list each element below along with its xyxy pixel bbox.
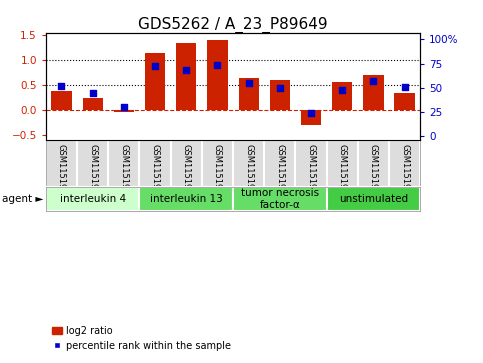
Text: GSM1151940: GSM1151940 — [369, 144, 378, 199]
Text: GSM1151943: GSM1151943 — [151, 144, 159, 199]
Legend: log2 ratio, percentile rank within the sample: log2 ratio, percentile rank within the s… — [48, 322, 235, 355]
Bar — [46, 140, 77, 187]
Bar — [140, 140, 170, 187]
Bar — [233, 140, 264, 187]
Bar — [114, 110, 134, 112]
Bar — [239, 78, 259, 110]
Bar — [327, 140, 358, 187]
Text: interleukin 4: interleukin 4 — [59, 194, 126, 204]
Bar — [358, 140, 389, 187]
Text: GSM1151946: GSM1151946 — [275, 144, 284, 199]
Point — [401, 84, 409, 90]
Bar — [389, 140, 420, 187]
Point — [89, 90, 97, 95]
Bar — [207, 40, 227, 110]
Bar — [108, 140, 140, 187]
Text: interleukin 13: interleukin 13 — [150, 194, 223, 204]
Text: GSM1151950: GSM1151950 — [307, 144, 315, 199]
Bar — [301, 110, 321, 125]
Text: GSM1151944: GSM1151944 — [182, 144, 191, 199]
Bar — [145, 53, 165, 110]
Text: GSM1151941: GSM1151941 — [57, 144, 66, 199]
Bar — [296, 140, 327, 187]
Point — [120, 104, 128, 110]
Text: GSM1151939: GSM1151939 — [338, 144, 347, 199]
Text: GSM1151945: GSM1151945 — [244, 144, 253, 199]
Point — [369, 78, 377, 84]
Text: GSM1151942: GSM1151942 — [88, 144, 97, 199]
Bar — [176, 42, 197, 110]
Text: GSM1151947: GSM1151947 — [400, 144, 409, 199]
Bar — [332, 82, 353, 110]
Point — [245, 80, 253, 86]
Title: GDS5262 / A_23_P89649: GDS5262 / A_23_P89649 — [138, 16, 328, 33]
Text: tumor necrosis
factor-α: tumor necrosis factor-α — [241, 188, 319, 209]
Text: GSM1151949: GSM1151949 — [213, 144, 222, 199]
Bar — [83, 98, 103, 110]
Point — [339, 87, 346, 93]
Bar — [233, 187, 327, 211]
Bar — [202, 140, 233, 187]
Text: agent ►: agent ► — [2, 194, 44, 204]
Point — [183, 68, 190, 73]
Point — [151, 64, 159, 69]
Bar — [363, 75, 384, 110]
Bar — [77, 140, 108, 187]
Text: GSM1151948: GSM1151948 — [119, 144, 128, 199]
Bar — [270, 80, 290, 110]
Bar — [51, 91, 71, 110]
Bar — [327, 187, 420, 211]
Bar — [170, 140, 202, 187]
Point — [57, 83, 65, 89]
Point — [276, 85, 284, 91]
Bar — [46, 187, 140, 211]
Point — [307, 110, 315, 116]
Point — [213, 62, 221, 68]
Bar — [395, 93, 415, 110]
Bar — [264, 140, 296, 187]
Text: unstimulated: unstimulated — [339, 194, 408, 204]
Bar — [140, 187, 233, 211]
